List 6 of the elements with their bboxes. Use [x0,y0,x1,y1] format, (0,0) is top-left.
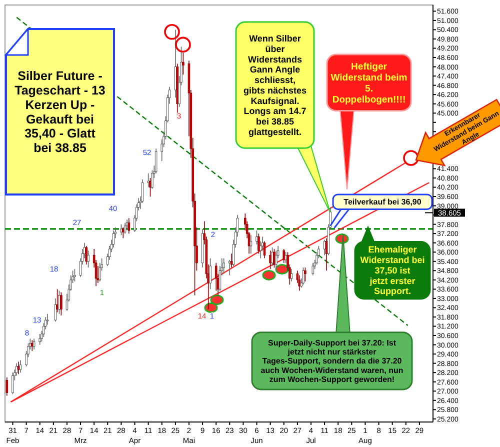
text: Wenn Silber über Widerstands Gann Angle schliesst, gibts nächstes Kaufsignal. Longs am 14.7 bei 38.85 glattgestellt. [243,34,307,137]
annotation: Teilverkauf bei 36,90 [344,198,422,207]
annotation: Super-Daily-Support bei 37.20: Ist jetzt nicht nur stärkster Tages-Support, sondern da die 37.20 auch Wochen-Widerstand waren, nun zum Wochen-Support geworden! [260,338,404,384]
annotation: Ehemaliger Widerstand bei 37,50 ist jetzt erster Support. [360,244,425,296]
annotation: Silber Future - Tageschart - 13 Kerzen Up - Gekauft bei 35,40 - Glatt bei 38.85 [14,69,106,155]
annotation: Heftiger Widerstand beim 5. Doppelbogen!!!! [330,62,408,106]
